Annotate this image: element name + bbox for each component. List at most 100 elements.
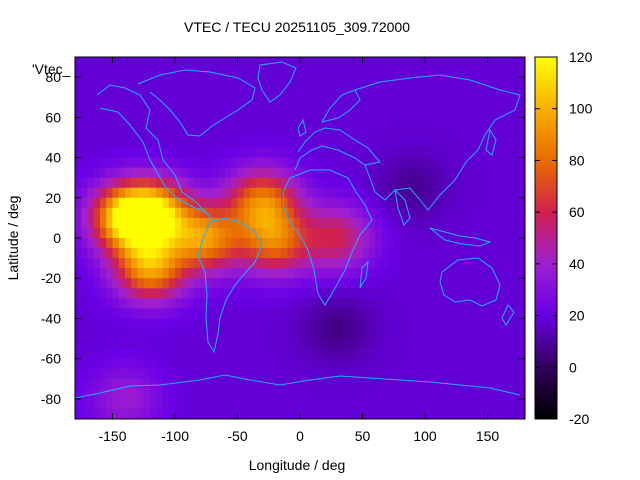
heatmap-cell xyxy=(281,57,289,68)
heatmap-cell xyxy=(218,398,226,410)
heatmap-cell xyxy=(481,197,489,209)
heatmap-cell xyxy=(318,197,326,209)
heatmap-cell xyxy=(356,217,364,229)
heatmap-cell xyxy=(387,177,395,189)
heatmap-cell xyxy=(356,278,364,289)
heatmap-cell xyxy=(356,398,364,410)
heatmap-cell xyxy=(362,127,370,139)
heatmap-cell xyxy=(468,238,476,249)
heatmap-cell xyxy=(125,207,132,219)
heatmap-cell xyxy=(237,177,245,189)
heatmap-cell xyxy=(456,87,464,98)
heatmap-cell xyxy=(387,288,395,299)
heatmap-cell xyxy=(362,358,370,370)
heatmap-cell xyxy=(275,147,282,159)
heatmap-cell xyxy=(293,348,301,360)
heatmap-cell xyxy=(106,338,114,350)
heatmap-cell xyxy=(237,127,245,139)
heatmap-cell xyxy=(375,238,382,249)
heatmap-cell xyxy=(362,378,370,390)
heatmap-cell xyxy=(350,318,357,330)
heatmap-cell xyxy=(287,177,295,189)
heatmap-cell xyxy=(231,238,239,249)
heatmap-cell xyxy=(456,348,464,360)
heatmap-cell xyxy=(425,288,432,299)
heatmap-cell xyxy=(131,408,139,419)
heatmap-cell xyxy=(306,318,314,330)
heatmap-cell xyxy=(318,298,326,309)
heatmap-cell xyxy=(481,308,489,320)
heatmap-cell xyxy=(406,308,414,320)
heatmap-cell xyxy=(443,167,451,179)
heatmap-cell xyxy=(325,157,332,169)
heatmap-cell xyxy=(125,97,132,108)
heatmap-cell xyxy=(293,117,301,128)
heatmap-cell xyxy=(418,398,426,410)
heatmap-cell xyxy=(87,268,95,279)
heatmap-cell xyxy=(318,248,326,259)
heatmap-cell xyxy=(393,288,401,299)
heatmap-cell xyxy=(156,97,164,108)
heatmap-cell xyxy=(318,57,326,68)
heatmap-cell xyxy=(287,408,295,419)
heatmap-cell xyxy=(143,378,151,390)
heatmap-cell xyxy=(325,378,332,390)
heatmap-cell xyxy=(481,258,489,269)
heatmap-cell xyxy=(237,227,245,239)
heatmap-cell xyxy=(425,217,432,229)
heatmap-cell xyxy=(287,147,295,159)
heatmap-cell xyxy=(118,298,126,309)
y-axis-label: Latitude / deg xyxy=(5,196,21,281)
heatmap-cell xyxy=(150,368,157,380)
heatmap-cell xyxy=(112,318,120,330)
heatmap-cell xyxy=(137,147,145,159)
heatmap-cell xyxy=(381,398,389,410)
heatmap-cell xyxy=(381,137,389,149)
heatmap-cell xyxy=(337,67,345,78)
heatmap-cell xyxy=(468,167,476,179)
heatmap-cell xyxy=(512,117,520,128)
heatmap-cell xyxy=(181,227,189,239)
heatmap-cell xyxy=(362,238,370,249)
heatmap-cell xyxy=(387,227,395,239)
heatmap-cell xyxy=(331,87,339,98)
heatmap-cell xyxy=(437,248,445,259)
heatmap-cell xyxy=(193,227,201,239)
heatmap-cell xyxy=(500,388,507,400)
heatmap-cell xyxy=(81,137,89,149)
heatmap-cell xyxy=(293,217,301,229)
heatmap-cell xyxy=(193,77,201,88)
heatmap-cell xyxy=(218,408,226,419)
heatmap-cell xyxy=(293,388,301,400)
heatmap-cell xyxy=(243,368,251,380)
heatmap-cell xyxy=(450,177,457,189)
heatmap-cell xyxy=(118,378,126,390)
heatmap-cell xyxy=(506,67,514,78)
heatmap-cell xyxy=(493,207,501,219)
heatmap-cell xyxy=(118,97,126,108)
heatmap-cell xyxy=(150,258,157,269)
heatmap-cell xyxy=(100,67,107,78)
heatmap-cell xyxy=(206,137,214,149)
heatmap-cell xyxy=(518,67,525,78)
heatmap-cell xyxy=(437,197,445,209)
heatmap-cell xyxy=(475,258,482,269)
heatmap-cell xyxy=(181,348,189,360)
heatmap-cell xyxy=(475,107,482,118)
heatmap-cell xyxy=(350,358,357,370)
heatmap-cell xyxy=(406,217,414,229)
heatmap-cell xyxy=(218,348,226,360)
heatmap-cell xyxy=(300,127,307,139)
heatmap-cell xyxy=(368,227,376,239)
heatmap-cell xyxy=(281,338,289,350)
heatmap-cell xyxy=(300,348,307,360)
heatmap-cell xyxy=(212,127,220,139)
heatmap-cell xyxy=(306,278,314,289)
colorbar-gradient xyxy=(534,56,558,420)
heatmap-cell xyxy=(112,87,120,98)
heatmap-cell xyxy=(312,298,320,309)
heatmap-cell xyxy=(437,328,445,340)
heatmap-cell xyxy=(106,57,114,68)
heatmap-cell xyxy=(493,217,501,229)
heatmap-cell xyxy=(512,157,520,169)
